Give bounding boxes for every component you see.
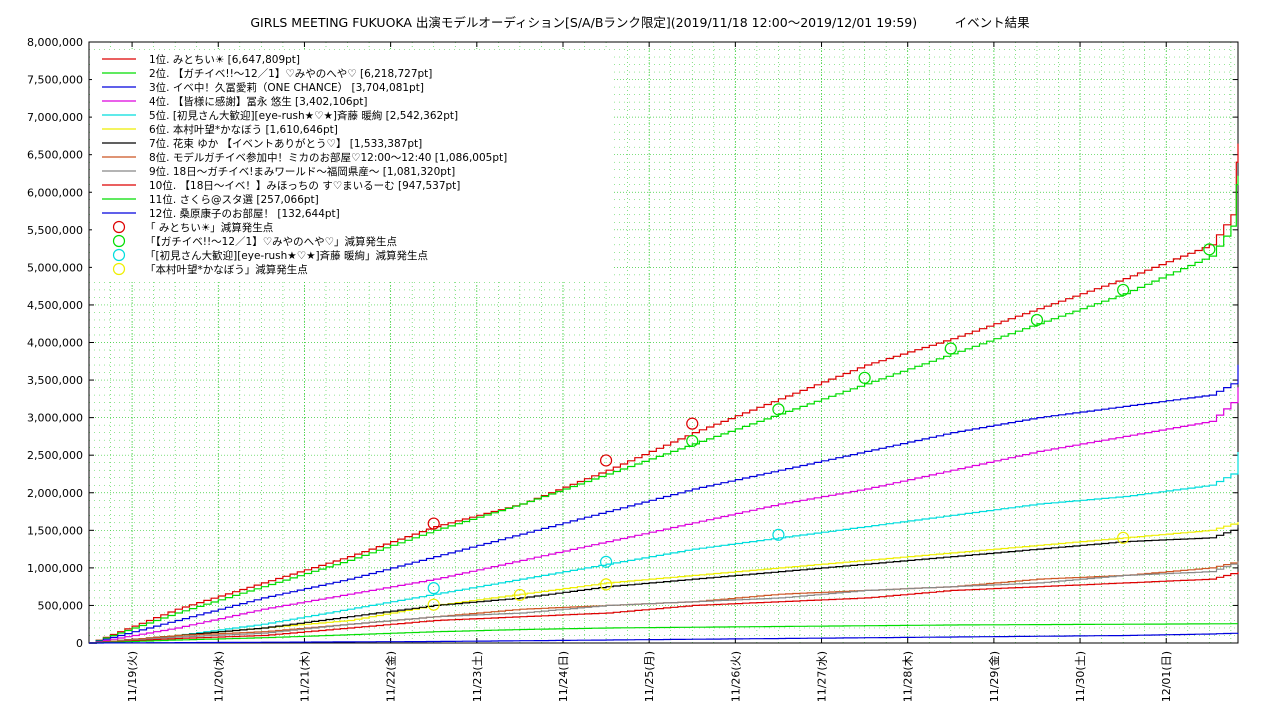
y-tick-label: 6,500,000 [27,149,83,162]
penalty-marker-3 [599,555,613,568]
legend-entry: 4位. 【皆様に感謝】冨永 悠生 [3,402,106pt] [149,95,367,108]
penalty-marker-2 [772,403,785,416]
x-tick-label: 11/22(金) [384,651,398,702]
series-line-1 [89,143,1239,644]
legend-marker-entry: 「本村叶望*かなぼう」減算発生点 [145,263,308,276]
x-tick-label: 11/26(火) [729,651,742,702]
y-tick-label: 4,500,000 [27,299,83,312]
series-line-2 [89,175,1239,644]
legend-marker-swatch [112,248,126,262]
y-tick-label: 2,000,000 [27,487,83,500]
legend-entry: 10位. 【18日〜イベ！】みほっちの す♡まいるーむ [947,537pt] [149,179,460,192]
y-tick-label: 1,500,000 [27,524,83,537]
legend-entry: 2位. 【ガチイベ!!〜12／1】♡みやのへや♡ [6,218,727pt] [149,67,432,80]
penalty-marker-4 [513,588,526,602]
series-lines [89,143,1239,644]
y-tick-label: 8,000,000 [27,36,83,49]
legend-marker-entry: 「[初見さん大歓迎][eye-rush★♡★]斉藤 暖絢」減算発生点 [145,249,428,262]
x-tick-label: 11/20(水) [212,651,225,702]
legend-marker-entry: 「 みとちい☀」減算発生点 [145,221,273,234]
legend-entry: 7位. 花束 ゆか 【イベントありがとう♡】 [1,533,387pt] [149,137,422,150]
x-tick-label: 11/29(金) [987,651,1001,702]
series-line-7 [89,527,1239,644]
penalty-marker-4 [1117,531,1130,544]
x-tick-label: 12/01(日) [1160,651,1173,702]
y-tick-label: 500,000 [38,599,84,612]
penalty-marker-2 [944,342,957,355]
penalty-marker-4 [599,578,613,591]
y-tick-label: 3,500,000 [27,374,83,387]
x-tick-label: 11/24(日) [557,651,570,702]
series-line-4 [89,387,1239,644]
legend-entry: 1位. みとちい☀ [6,647,809pt] [149,53,300,66]
penalty-marker-1 [599,454,613,467]
y-tick-label: 7,500,000 [27,74,83,87]
y-tick-label: 5,000,000 [27,261,83,274]
legend-entry: 5位. [初見さん大歓迎][eye-rush★♡★]斉藤 暖絢 [2,542,3… [149,109,458,122]
legend-entry: 12位. 桑原康子のお部屋！ [132,644pt] [149,207,340,220]
series-line-11 [89,623,1238,644]
legend-marker-entry: 「【ガチイベ!!〜12／1】♡みやのへや♡」減算発生点 [145,235,397,248]
penalty-marker-2 [858,371,871,384]
axes: 0 500,000 1,000,000 1,500,000 2,000,000 2,500… [27,36,1238,702]
legend-entry: 9位. 18日〜ガチイベ!まみワールド〜福岡県産〜 [1,081,320pt] [149,165,455,178]
y-tick-label: 6,000,000 [27,186,83,199]
series-line-10 [89,571,1239,644]
x-tick-label: 11/21(木) [298,651,311,702]
penalty-marker-2 [1203,243,1216,256]
penalty-marker-3 [427,582,440,595]
legend-entry: 11位. さくら@スタ選 [257,066pt] [149,193,319,206]
y-tick-label: 4,000,000 [27,337,83,350]
series-line-9 [89,561,1239,644]
legend-marker-swatch [112,220,126,234]
y-tick-label: 7,000,000 [27,111,83,124]
penalty-markers [427,243,1216,611]
x-tick-label: 11/28(木) [902,651,915,702]
y-tick-label: 2,500,000 [27,449,83,462]
penalty-marker-4 [427,598,440,611]
chart-title: GIRLS MEETING FUKUOKA 出演モデルオーディション[S/A/B… [250,15,1030,30]
x-tick-label: 11/30(土) [1074,651,1087,702]
legend-entry: 3位. イベ中！久冨愛莉（ONE CHANCE） [3,704,081pt] [149,81,424,94]
legend-entry: 8位. モデルガチイベ参加中！ミカのお部屋♡12:00〜12:40 [1,086… [149,151,507,164]
penalty-marker-2 [1117,283,1130,297]
legend-entry: 6位. 本村叶望*かなぼう [1,610,646pt] [149,123,338,136]
penalty-marker-1 [686,417,699,430]
penalty-marker-3 [772,528,785,541]
legend-background [92,50,612,282]
y-tick-label: 5,500,000 [27,224,83,237]
legend-marker-swatch [112,234,126,248]
y-tick-label: 0 [76,637,83,650]
series-line-12 [89,632,1239,644]
penalty-marker-1 [427,517,440,530]
x-tick-label: 11/25(月) [643,651,656,702]
legend-marker-swatch [112,262,126,276]
x-tick-label: 11/27(水) [816,651,829,702]
series-line-3 [89,364,1239,644]
series-line-5 [89,452,1239,644]
y-tick-label: 3,000,000 [27,412,83,425]
legend: 1位. みとちい☀ [6,647,809pt]2位. 【ガチイベ!!〜12／1】… [102,53,507,276]
x-tick-label: 11/19(火) [126,651,139,702]
penalty-marker-2 [1030,313,1044,327]
y-tick-label: 1,000,000 [27,562,83,575]
penalty-marker-2 [686,434,699,448]
x-tick-label: 11/23(土) [471,651,484,702]
